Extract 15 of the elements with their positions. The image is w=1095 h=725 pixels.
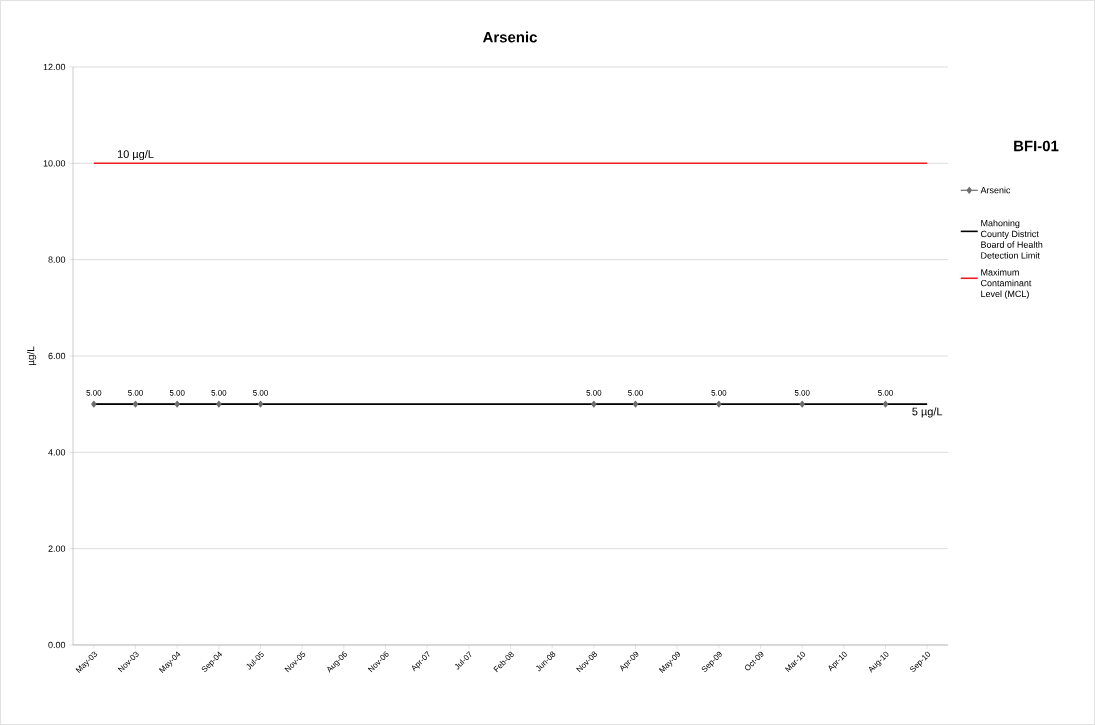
- legend-label: Maximum Contaminant Level (MCL): [980, 268, 1032, 299]
- y-tick-label: 10.00: [43, 160, 66, 167]
- legend-label: Arsenic: [980, 186, 1011, 194]
- y-tick-label: 4.00: [48, 449, 66, 456]
- annotation: 10 µg/L: [117, 149, 154, 161]
- y-tick-label: 12.00: [43, 63, 66, 71]
- y-tick-label: 6.00: [48, 352, 66, 360]
- y-tick-label: 0.00: [48, 641, 66, 649]
- y-tick-label: 2.00: [48, 545, 66, 552]
- chart-title: Arsenic: [482, 31, 537, 43]
- text: BFI-01: [1014, 140, 1059, 152]
- legend-label: Mahoning County District Board of Health Detection Limit: [980, 219, 1043, 259]
- y-tick-label: 8.00: [48, 256, 66, 263]
- annotation: 5 µg/L: [912, 407, 943, 418]
- y-axis-title: µg/L: [26, 346, 37, 366]
